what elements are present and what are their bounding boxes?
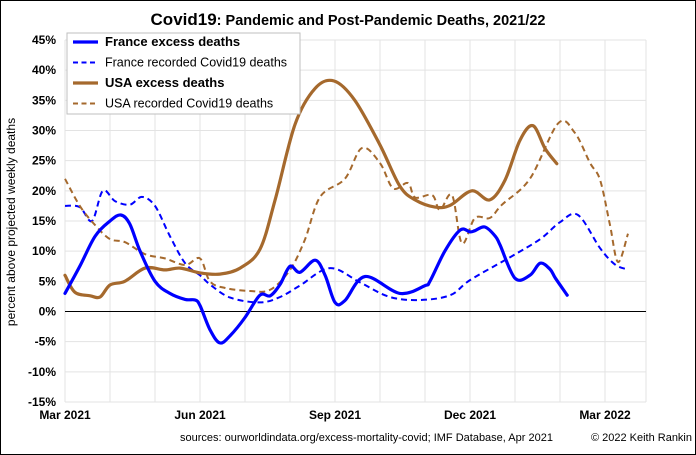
legend-label-usa-recorded-covid19-deaths: USA recorded Covid19 deaths (105, 97, 273, 111)
source-note: sources: ourworldindata.org/excess-morta… (180, 432, 553, 444)
chart-title: Covid19: Pandemic and Post-Pandemic Deat… (151, 10, 546, 29)
y-tick-label: 45% (32, 33, 56, 47)
x-tick-label: Jun 2021 (174, 408, 226, 422)
series-lines (63, 78, 629, 345)
y-tick-label: -5% (35, 335, 57, 349)
chart-title-bold: Covid19 (151, 10, 217, 29)
y-tick-label: 15% (32, 214, 56, 228)
legend-box (66, 32, 301, 115)
y-tick-label: 20% (32, 184, 56, 198)
y-tick-label: 30% (32, 124, 56, 138)
series-line-france-excess-deaths (63, 213, 569, 345)
legend-label-usa-excess-deaths: USA excess deaths (105, 75, 224, 90)
chart-title-rest: : Pandemic and Post-Pandemic Deaths, 202… (217, 13, 546, 29)
y-tick-label: 0% (39, 305, 57, 319)
x-tick-label: Mar 2021 (39, 408, 91, 422)
legend-label-france-excess-deaths: France excess deaths (105, 34, 240, 49)
legend-label-france-recorded-covid19-deaths: France recorded Covid19 deaths (105, 56, 287, 70)
y-tick-label: 25% (32, 154, 56, 168)
legend: France excess deaths France recorded Covi… (66, 32, 301, 115)
series-line-france-recorded-covid19-deaths (64, 189, 628, 304)
y-tick-label: 35% (32, 93, 56, 107)
x-tick-label: Dec 2021 (444, 408, 496, 422)
x-tick-label: Mar 2022 (579, 408, 631, 422)
series-line-usa-recorded-covid19-deaths (64, 119, 629, 293)
y-tick-label: 10% (32, 244, 56, 258)
y-tick-label: 40% (32, 63, 56, 77)
x-axis-ticks: Mar 2021 Jun 2021 Sep 2021 Dec 2021 Mar 2022 (39, 408, 631, 422)
copyright-note: © 2022 Keith Rankin (591, 432, 692, 444)
y-axis-label: percent above projected weekly deaths (4, 118, 18, 326)
y-axis-ticks: 45% 40% 35% 30% 25% 20% 15% 10% 5% 0% -5% -10% -15% (28, 33, 56, 409)
y-tick-label: 5% (39, 274, 57, 288)
legend-items: France excess deaths France recorded Covi… (73, 34, 287, 111)
y-tick-label: -15% (28, 395, 56, 409)
x-tick-label: Sep 2021 (309, 408, 361, 422)
y-tick-label: -10% (28, 365, 56, 379)
series-line-usa-excess-deaths (63, 78, 559, 300)
